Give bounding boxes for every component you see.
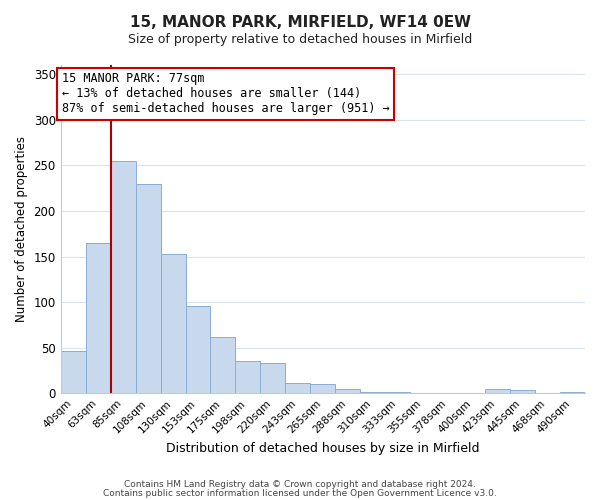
Bar [136,184,161,394]
Bar [360,392,385,394]
Bar [161,254,185,394]
X-axis label: Distribution of detached houses by size in Mirfield: Distribution of detached houses by size … [166,442,479,455]
Bar [286,384,310,394]
Bar [485,389,510,394]
Bar [335,389,360,394]
Text: 15 MANOR PARK: 77sqm
← 13% of detached houses are smaller (144)
87% of semi-deta: 15 MANOR PARK: 77sqm ← 13% of detached h… [62,72,389,116]
Bar [86,243,110,394]
Bar [260,363,286,394]
Bar [560,392,585,394]
Y-axis label: Number of detached properties: Number of detached properties [15,136,28,322]
Bar [310,384,335,394]
Bar [110,161,136,394]
Bar [235,362,260,394]
Bar [185,306,211,394]
Bar [211,337,235,394]
Text: Contains public sector information licensed under the Open Government Licence v3: Contains public sector information licen… [103,489,497,498]
Bar [510,390,535,394]
Text: Contains HM Land Registry data © Crown copyright and database right 2024.: Contains HM Land Registry data © Crown c… [124,480,476,489]
Text: 15, MANOR PARK, MIRFIELD, WF14 0EW: 15, MANOR PARK, MIRFIELD, WF14 0EW [130,15,470,30]
Text: Size of property relative to detached houses in Mirfield: Size of property relative to detached ho… [128,32,472,46]
Bar [385,392,410,394]
Bar [61,352,86,394]
